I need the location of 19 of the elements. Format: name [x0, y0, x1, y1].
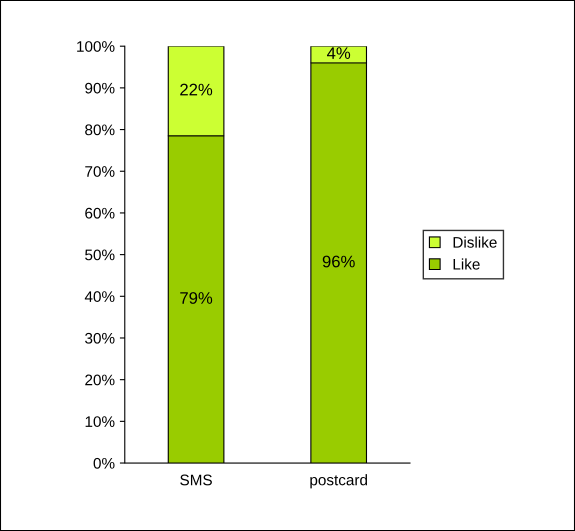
y-tick-label: 100% — [77, 41, 115, 52]
y-tick-label: 50% — [85, 249, 115, 260]
y-tick-label: 10% — [86, 416, 115, 428]
x-tick-label: postcard — [310, 474, 367, 488]
y-tick-label: 20% — [85, 374, 115, 386]
data-label: 96% — [322, 256, 355, 268]
y-tick-label: 80% — [85, 124, 115, 136]
legend-label: Like — [454, 258, 480, 270]
y-tick-label: 40% — [84, 291, 115, 302]
data-label: 22% — [180, 84, 212, 96]
data-label: 79% — [180, 292, 212, 304]
y-tick-label: 0% — [94, 458, 115, 469]
data-label: 4% — [327, 47, 350, 59]
y-tick-label: 70% — [85, 166, 115, 177]
y-tick-label: 60% — [85, 208, 115, 219]
legend-label: Dislike — [454, 236, 497, 248]
y-tick-label: 90% — [85, 82, 115, 94]
x-tick-label: SMS — [180, 474, 212, 486]
y-tick-label: 30% — [85, 332, 115, 344]
